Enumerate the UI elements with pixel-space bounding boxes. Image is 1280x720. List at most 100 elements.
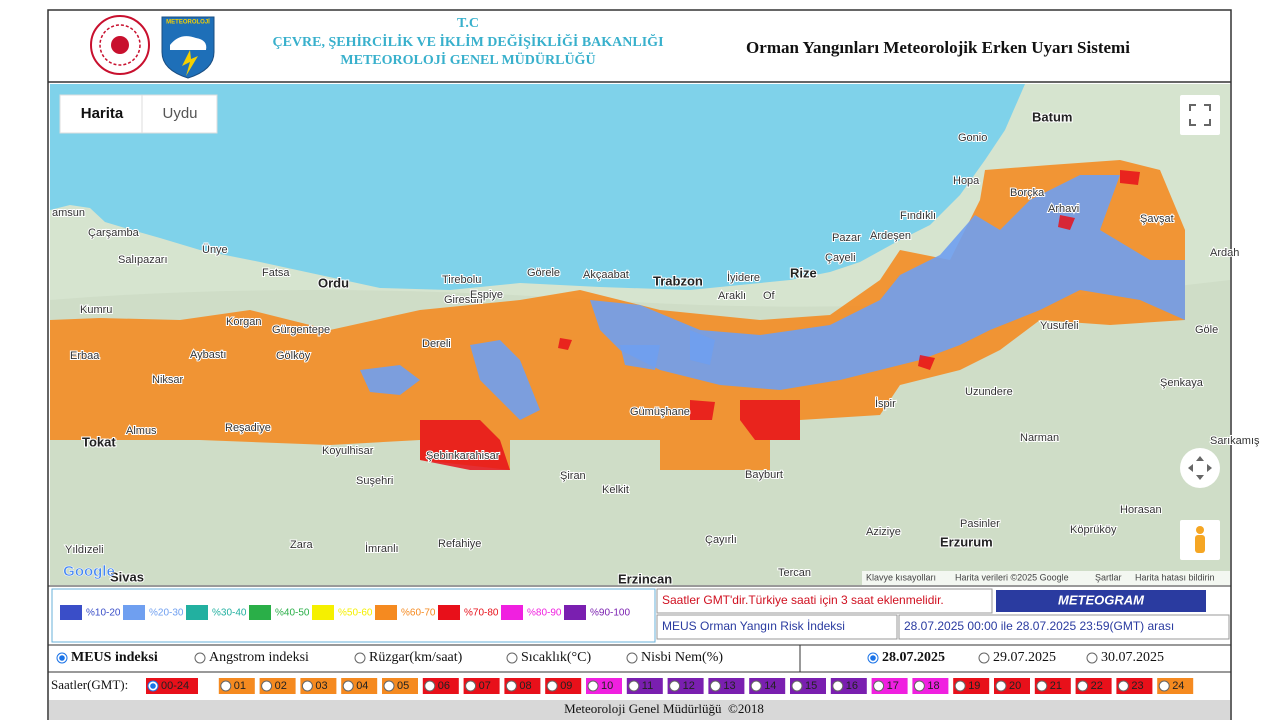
date-label[interactable]: 29.07.2025 bbox=[993, 650, 1056, 665]
hour-radio[interactable] bbox=[383, 680, 395, 692]
hour-label[interactable]: 08 bbox=[519, 680, 531, 692]
parameter-radio[interactable] bbox=[194, 652, 206, 664]
place-label: Trabzon bbox=[653, 273, 703, 288]
place-label: Araklı bbox=[718, 290, 746, 302]
hour-label[interactable]: 10 bbox=[601, 680, 613, 692]
map-tab[interactable]: Uydu bbox=[162, 105, 197, 122]
hour-radio[interactable] bbox=[669, 680, 681, 692]
footer-bar bbox=[49, 700, 1230, 720]
date-label[interactable]: 28.07.2025 bbox=[882, 650, 945, 665]
hour-label[interactable]: 23 bbox=[1131, 680, 1143, 692]
pan-control[interactable] bbox=[1180, 448, 1220, 488]
fullscreen-button[interactable] bbox=[1180, 95, 1220, 135]
hour-label[interactable]: 12 bbox=[683, 680, 695, 692]
hour-label[interactable]: 02 bbox=[275, 680, 287, 692]
parameter-label[interactable]: Nisbi Nem(%) bbox=[641, 650, 723, 665]
hour-radio[interactable] bbox=[1036, 680, 1048, 692]
hour-radio[interactable] bbox=[220, 680, 232, 692]
hour-label[interactable]: 19 bbox=[968, 680, 980, 692]
hour-label[interactable]: 14 bbox=[764, 680, 776, 692]
footer: Meteoroloji Genel Müdürlüğü ©2018 bbox=[564, 701, 764, 716]
place-label: Reşadiye bbox=[225, 422, 271, 434]
hour-radio[interactable] bbox=[913, 680, 925, 692]
hour-label[interactable]: 22 bbox=[1091, 680, 1103, 692]
hour-label[interactable]: 13 bbox=[723, 680, 735, 692]
hour-radio[interactable] bbox=[1077, 680, 1089, 692]
date-radio[interactable] bbox=[1086, 652, 1098, 664]
place-label: Dereli bbox=[422, 338, 451, 350]
hour-label[interactable]: 07 bbox=[479, 680, 491, 692]
place-label: Uzundere bbox=[965, 386, 1013, 398]
parameter-radio[interactable] bbox=[506, 652, 518, 664]
place-label: Batum bbox=[1032, 109, 1072, 124]
hour-radio[interactable] bbox=[709, 680, 721, 692]
hour-radio[interactable] bbox=[546, 680, 558, 692]
meteogram-label[interactable]: METEOGRAM bbox=[1058, 592, 1145, 607]
hour-label[interactable]: 04 bbox=[356, 680, 368, 692]
header-line: METEOROLOJİ GENEL MÜDÜRLÜĞÜ bbox=[340, 51, 595, 68]
hour-radio[interactable] bbox=[628, 680, 640, 692]
hour-label[interactable]: 21 bbox=[1050, 680, 1062, 692]
legend-label: %70-80 bbox=[464, 608, 499, 619]
hour-label[interactable]: 15 bbox=[805, 680, 817, 692]
hour-label[interactable]: 00-24 bbox=[161, 680, 189, 692]
hour-label[interactable]: 03 bbox=[315, 680, 327, 692]
hour-radio[interactable] bbox=[465, 680, 477, 692]
hour-label[interactable]: 18 bbox=[927, 680, 939, 692]
hour-label[interactable]: 05 bbox=[397, 680, 409, 692]
date-radio[interactable] bbox=[978, 652, 990, 664]
parameter-radio-dot bbox=[59, 655, 65, 661]
mgm-logo-cloud bbox=[170, 36, 207, 50]
hour-radio[interactable] bbox=[505, 680, 517, 692]
place-label: Gölköy bbox=[276, 350, 311, 362]
parameter-radio[interactable] bbox=[354, 652, 366, 664]
parameter-label[interactable]: Angstrom indeksi bbox=[209, 650, 309, 665]
hour-radio[interactable] bbox=[995, 680, 1007, 692]
hour-radio[interactable] bbox=[791, 680, 803, 692]
header-line: T.C bbox=[457, 16, 479, 31]
legend-swatch bbox=[438, 605, 460, 620]
hour-label[interactable]: 20 bbox=[1009, 680, 1021, 692]
hour-radio-dot bbox=[150, 683, 156, 689]
meteogram-button[interactable] bbox=[996, 590, 1206, 612]
hour-radio[interactable] bbox=[301, 680, 313, 692]
hour-radio[interactable] bbox=[1117, 680, 1129, 692]
parameter-label[interactable]: Rüzgar(km/saat) bbox=[369, 650, 463, 665]
parameter-label[interactable]: MEUS indeksi bbox=[71, 650, 158, 665]
hour-radio[interactable] bbox=[750, 680, 762, 692]
hour-radio[interactable] bbox=[342, 680, 354, 692]
hour-label[interactable]: 17 bbox=[887, 680, 899, 692]
parameter-label[interactable]: Sıcaklık(°C) bbox=[521, 650, 591, 665]
place-label: Bayburt bbox=[745, 469, 783, 481]
attribution[interactable]: Şartlar bbox=[1095, 572, 1122, 582]
hour-radio[interactable] bbox=[954, 680, 966, 692]
hour-button[interactable] bbox=[146, 678, 198, 694]
hour-label[interactable]: 16 bbox=[846, 680, 858, 692]
hour-label[interactable]: 06 bbox=[438, 680, 450, 692]
place-label: Pasinler bbox=[960, 518, 1000, 530]
hour-radio[interactable] bbox=[832, 680, 844, 692]
parameter-radio[interactable] bbox=[626, 652, 638, 664]
attribution[interactable]: Harita hatası bildirin bbox=[1135, 572, 1215, 582]
date-label[interactable]: 30.07.2025 bbox=[1101, 650, 1164, 665]
hour-radio[interactable] bbox=[587, 680, 599, 692]
hour-radio[interactable] bbox=[424, 680, 436, 692]
place-label: Çayeli bbox=[825, 252, 856, 264]
attribution[interactable]: Harita verileri ©2025 Google bbox=[955, 572, 1069, 582]
hour-radio[interactable] bbox=[261, 680, 273, 692]
place-label: Koyulhisar bbox=[322, 445, 374, 457]
attribution-bar bbox=[862, 571, 1230, 585]
hour-label[interactable]: 24 bbox=[1172, 680, 1184, 692]
place-label: Yıldızeli bbox=[65, 544, 104, 556]
legend-box bbox=[51, 588, 656, 643]
place-label: Refahiye bbox=[438, 538, 481, 550]
hour-label[interactable]: 11 bbox=[642, 680, 653, 692]
hour-radio[interactable] bbox=[1158, 680, 1170, 692]
hour-label[interactable]: 01 bbox=[234, 680, 246, 692]
hour-radio[interactable] bbox=[873, 680, 885, 692]
hour-label[interactable]: 09 bbox=[560, 680, 572, 692]
place-label: Erzurum bbox=[940, 534, 993, 549]
map-tab[interactable]: Harita bbox=[81, 105, 124, 122]
